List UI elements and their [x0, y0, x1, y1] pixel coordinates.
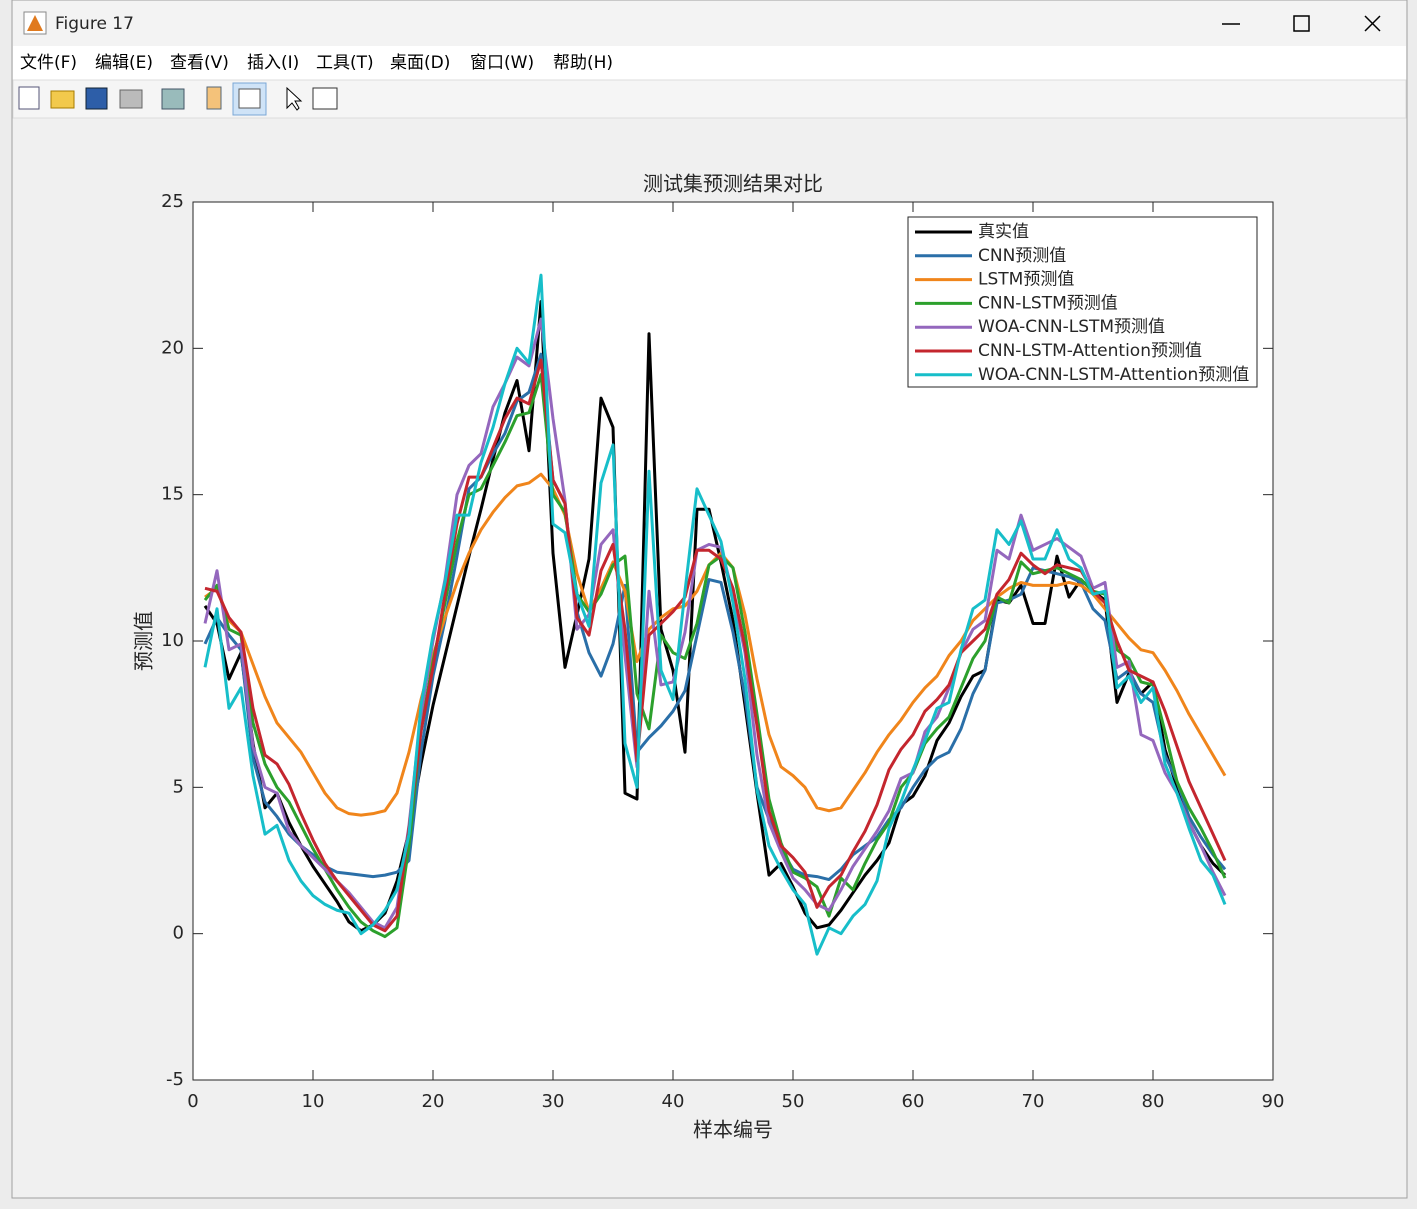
pointer-icon[interactable]	[286, 86, 303, 111]
toolbar	[12, 79, 1407, 119]
series-line	[203, 373, 1227, 939]
chart-title: 测试集预测结果对比	[643, 172, 823, 196]
legend-label: WOA-CNN-LSTM预测值	[978, 317, 1165, 337]
x-tick-label: 80	[1142, 1091, 1165, 1112]
link-icon[interactable]	[161, 88, 185, 110]
close-button[interactable]	[1364, 15, 1381, 32]
y-tick-label: 5	[173, 776, 184, 797]
maximize-button[interactable]	[1293, 15, 1310, 32]
open-icon[interactable]	[50, 90, 75, 109]
y-tick-label: 15	[161, 484, 184, 505]
colorbar-icon[interactable]	[206, 86, 222, 110]
y-axis-label: 预测值	[132, 611, 156, 671]
x-tick-label: 0	[187, 1091, 198, 1112]
menu-item[interactable]: 帮助(H)	[553, 53, 613, 73]
menu-item[interactable]: 工具(T)	[316, 53, 374, 73]
x-tick-label: 10	[302, 1091, 325, 1112]
legend-label: WOA-CNN-LSTM-Attention预测值	[978, 365, 1249, 385]
x-axis-label: 样本编号	[693, 1118, 773, 1142]
plot-group: 0 10 20 30 40 50 60 70 80 90-50510152025真实值CNN预测值…	[161, 191, 1284, 1112]
menu-item[interactable]: 插入(I)	[247, 53, 299, 73]
legend-label: CNN-LSTM-Attention预测值	[978, 341, 1202, 361]
menu-item[interactable]: 窗口(W)	[470, 53, 534, 73]
legend-label: CNN预测值	[978, 246, 1066, 266]
x-tick-label: 90	[1262, 1091, 1285, 1112]
x-tick-label: 20	[422, 1091, 445, 1112]
series-line	[203, 273, 1227, 956]
legend-label: CNN-LSTM预测值	[978, 293, 1118, 313]
y-tick-label: 10	[161, 630, 184, 651]
menu-item[interactable]: 编辑(E)	[95, 53, 153, 73]
series-line	[204, 358, 1227, 933]
x-tick-label: 60	[902, 1091, 925, 1112]
app-icon-glyph	[27, 15, 43, 31]
legend-label: 真实值	[978, 222, 1029, 242]
title-bar	[13, 1, 1406, 46]
menu-group: 文件(F) 编辑(E) 查看(V) 插入(I) 工具(T) 桌面(D) 窗口(W) 帮助(H)	[20, 53, 613, 73]
y-tick-label: -5	[166, 1069, 184, 1090]
menu-item[interactable]: 桌面(D)	[390, 53, 450, 73]
menu-item[interactable]: 查看(V)	[170, 53, 229, 73]
y-tick-label: 20	[161, 337, 184, 358]
x-tick-label: 50	[782, 1091, 805, 1112]
x-tick-label: 30	[542, 1091, 565, 1112]
property-icon[interactable]	[312, 87, 338, 110]
legend-label: LSTM预测值	[978, 270, 1074, 290]
menu-item[interactable]: 文件(F)	[20, 53, 77, 73]
x-tick-label: 40	[662, 1091, 685, 1112]
x-tick-label: 70	[1022, 1091, 1045, 1112]
menu-bar	[13, 46, 1406, 80]
toolbar-icons	[18, 82, 338, 116]
y-tick-label: 25	[161, 191, 184, 212]
legend-icon	[238, 88, 261, 109]
new-icon[interactable]	[18, 86, 40, 110]
print-icon[interactable]	[119, 89, 143, 109]
window-title: Figure 17	[55, 14, 134, 34]
save-icon[interactable]	[85, 87, 108, 110]
y-tick-label: 0	[173, 923, 184, 944]
series-line	[203, 352, 1227, 882]
